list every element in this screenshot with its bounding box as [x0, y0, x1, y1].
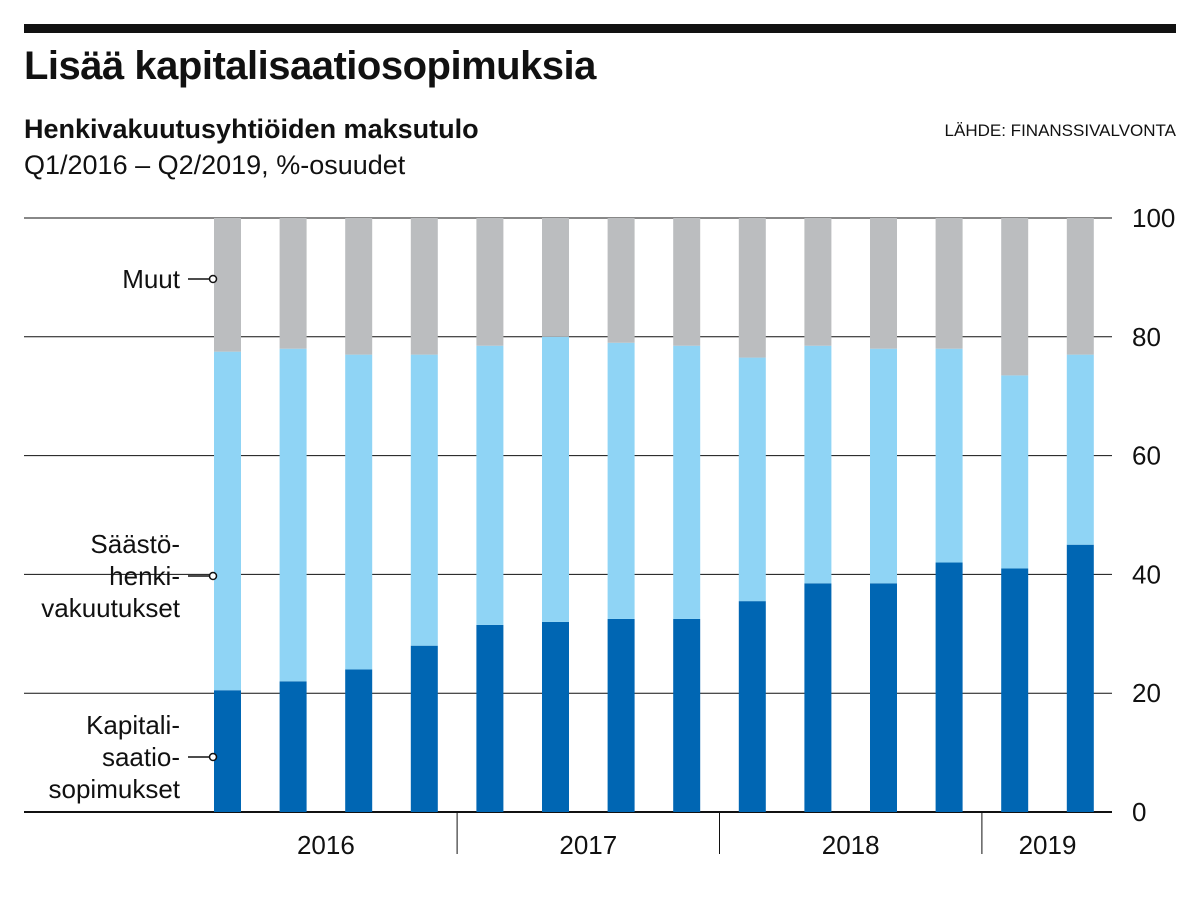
bar-segment-0 [345, 669, 373, 812]
bar-segment-2 [804, 218, 832, 346]
bar-segment-1 [804, 345, 832, 584]
bar-segment-2 [935, 218, 963, 349]
bar-segment-0 [804, 583, 832, 812]
bar-segment-2 [279, 218, 307, 349]
bar-segment-1 [935, 348, 963, 563]
bar-segment-0 [1001, 568, 1029, 812]
bar-segment-1 [542, 336, 569, 622]
bar-segment-0 [542, 621, 569, 812]
legend-label-line: Kapitali- [86, 710, 180, 740]
legend-marker [208, 571, 218, 581]
bar-segment-0 [476, 624, 504, 812]
bar-segment-2 [214, 218, 241, 352]
bar-segment-2 [476, 218, 504, 346]
legend-label-line: vakuutukset [41, 593, 181, 623]
y-tick-label: 80 [1132, 322, 1161, 352]
bar-segment-0 [870, 583, 897, 812]
bar-segment-1 [738, 357, 766, 602]
bar-segment-0 [1066, 544, 1094, 812]
y-tick-label: 0 [1132, 797, 1146, 827]
bar-segment-0 [214, 690, 241, 812]
year-label: 2019 [1019, 830, 1077, 860]
bar-segment-0 [935, 562, 963, 812]
legend-label-line: Säästö- [90, 529, 180, 559]
y-tick-label: 60 [1132, 441, 1161, 471]
legend-marker [208, 274, 218, 284]
bar-segment-0 [410, 645, 438, 812]
chart-title: Lisää kapitalisaatiosopimuksia [24, 44, 596, 88]
bar-segment-2 [345, 218, 373, 355]
bar-segment-1 [345, 354, 373, 670]
top-rule [24, 24, 1176, 33]
bar-segment-2 [1066, 218, 1094, 355]
legend-label-line: henki- [109, 561, 180, 591]
bar-segment-1 [673, 345, 701, 619]
legend-label-line: sopimukset [49, 774, 181, 804]
year-label: 2018 [822, 830, 880, 860]
bar-segment-1 [1066, 354, 1094, 545]
bar-segment-1 [870, 348, 897, 584]
bar-segment-1 [476, 345, 504, 625]
y-tick-label: 20 [1132, 678, 1161, 708]
bar-segment-2 [607, 218, 635, 343]
legend-label-line: Muut [122, 264, 181, 294]
year-label: 2017 [559, 830, 617, 860]
bar-segment-2 [738, 218, 766, 358]
bar-segment-0 [738, 601, 766, 812]
bar-segment-2 [542, 218, 569, 337]
chart-period: Q1/2016 – Q2/2019, %-osuudet [24, 150, 406, 180]
bar-segment-2 [1001, 218, 1029, 376]
legend-label-line: saatio- [102, 742, 180, 772]
bar-segment-0 [279, 681, 307, 812]
chart-source: LÄHDE: FINANSSIVALVONTA [944, 121, 1176, 140]
bar-segment-2 [673, 218, 701, 346]
bar-segment-2 [410, 218, 438, 355]
bar-segment-1 [410, 354, 438, 646]
bar-segment-2 [870, 218, 897, 349]
bar-segment-1 [1001, 375, 1029, 569]
y-tick-label: 100 [1132, 203, 1175, 233]
bar-segment-1 [214, 351, 241, 691]
bar-segment-1 [607, 342, 635, 619]
bar-segment-0 [607, 618, 635, 812]
year-label: 2016 [297, 830, 355, 860]
legend-marker [208, 752, 218, 762]
bar-segment-0 [673, 618, 701, 812]
chart-subtitle: Henkivakuutusyhtiöiden maksutulo [24, 114, 479, 144]
bar-segment-1 [279, 348, 307, 682]
y-tick-label: 40 [1132, 559, 1161, 589]
